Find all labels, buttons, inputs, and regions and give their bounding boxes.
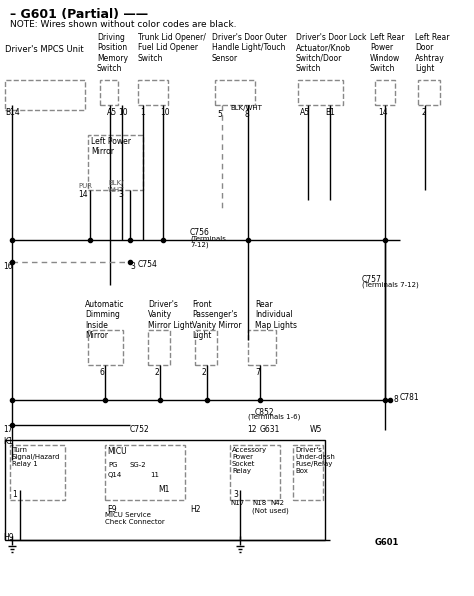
- Text: Driver's
Under-dash
Fuse/Relay
Box: Driver's Under-dash Fuse/Relay Box: [295, 447, 335, 474]
- Text: BLK/
WHT: BLK/ WHT: [108, 180, 124, 193]
- Text: W5: W5: [310, 425, 322, 434]
- Bar: [230, 445, 280, 500]
- Bar: [105, 445, 185, 500]
- Text: Check Connector: Check Connector: [105, 519, 165, 525]
- Text: K1: K1: [3, 437, 13, 446]
- Text: 1: 1: [140, 108, 145, 117]
- Bar: [248, 330, 276, 365]
- Bar: [100, 80, 118, 105]
- Text: Driver's Door Lock
Actuator/Knob
Switch/Door
Switch: Driver's Door Lock Actuator/Knob Switch/…: [296, 33, 366, 73]
- Text: G601: G601: [375, 538, 400, 547]
- Text: G631: G631: [260, 425, 281, 434]
- Text: A5: A5: [107, 108, 117, 117]
- Bar: [10, 445, 65, 500]
- Text: Driver's
Vanity
Mirror Light: Driver's Vanity Mirror Light: [148, 300, 193, 330]
- Text: 16: 16: [3, 262, 13, 271]
- Bar: [88, 135, 143, 190]
- Text: C757: C757: [362, 275, 382, 284]
- Text: 14: 14: [378, 108, 388, 117]
- Text: 3: 3: [118, 190, 123, 199]
- Text: Driver's Door Outer
Handle Light/Touch
Sensor: Driver's Door Outer Handle Light/Touch S…: [212, 33, 287, 63]
- Text: 2: 2: [155, 368, 160, 377]
- Bar: [293, 445, 323, 500]
- Text: 5: 5: [217, 110, 222, 119]
- Text: Front
Passenger's
Vanity Mirror
Light: Front Passenger's Vanity Mirror Light: [192, 300, 241, 340]
- Text: (Terminals 1-6): (Terminals 1-6): [248, 414, 301, 421]
- Text: Left Rear
Power
Window
Switch: Left Rear Power Window Switch: [370, 33, 404, 73]
- Bar: [298, 80, 343, 105]
- Text: Left Power
Mirror: Left Power Mirror: [91, 137, 131, 156]
- Text: 12: 12: [247, 425, 256, 434]
- Text: B14: B14: [5, 108, 20, 117]
- Text: N18: N18: [252, 500, 266, 506]
- Text: SG-2: SG-2: [130, 462, 146, 468]
- Text: C852: C852: [255, 408, 274, 417]
- Text: Driving
Position
Memory
Switch: Driving Position Memory Switch: [97, 33, 128, 73]
- Text: 10: 10: [160, 108, 170, 117]
- Bar: [418, 80, 440, 105]
- Text: N17: N17: [230, 500, 244, 506]
- Text: NOTE: Wires shown without color codes are black.: NOTE: Wires shown without color codes ar…: [10, 20, 237, 29]
- Text: Q14: Q14: [108, 472, 122, 478]
- Text: 6: 6: [100, 368, 105, 377]
- Text: Automatic
Dimming
Inside
Mirror: Automatic Dimming Inside Mirror: [85, 300, 125, 340]
- Text: BLK/WHT: BLK/WHT: [230, 105, 262, 111]
- Text: MICU: MICU: [107, 447, 127, 456]
- Text: – G601 (Partial) ——: – G601 (Partial) ——: [10, 8, 148, 21]
- Text: Driver's MPCS Unit: Driver's MPCS Unit: [5, 45, 83, 54]
- Bar: [195, 330, 217, 365]
- Text: MICU Service: MICU Service: [105, 512, 151, 518]
- Text: Accessory
Power
Socket
Relay: Accessory Power Socket Relay: [232, 447, 267, 474]
- Text: 2: 2: [202, 368, 207, 377]
- Bar: [5, 440, 325, 540]
- Text: C752: C752: [130, 425, 150, 434]
- Text: C781: C781: [400, 393, 419, 402]
- Text: 14: 14: [78, 190, 88, 199]
- Bar: [138, 80, 168, 105]
- Bar: [215, 80, 255, 105]
- Text: Trunk Lid Opener/
Fuel Lid Opener
Switch: Trunk Lid Opener/ Fuel Lid Opener Switch: [138, 33, 206, 63]
- Text: C756: C756: [190, 228, 210, 237]
- Text: (Not used): (Not used): [252, 508, 289, 514]
- Text: 1: 1: [12, 490, 17, 499]
- Bar: [375, 80, 395, 105]
- Text: 2: 2: [422, 108, 427, 117]
- Text: (Terminals: (Terminals: [190, 235, 226, 241]
- Text: 17: 17: [3, 425, 13, 434]
- Text: 3: 3: [233, 490, 238, 499]
- Text: H2: H2: [190, 505, 201, 514]
- Text: Turn
Signal/Hazard
Relay 1: Turn Signal/Hazard Relay 1: [12, 447, 60, 467]
- Text: (Terminals 7-12): (Terminals 7-12): [362, 282, 419, 288]
- Bar: [148, 330, 170, 365]
- Text: B1: B1: [325, 108, 335, 117]
- Bar: [88, 330, 123, 365]
- Text: C754: C754: [138, 260, 158, 269]
- Text: PUR: PUR: [78, 183, 92, 189]
- Text: 8: 8: [394, 395, 399, 404]
- Text: 10: 10: [118, 108, 128, 117]
- Text: Rear
Individual
Map Lights: Rear Individual Map Lights: [255, 300, 297, 330]
- Text: 11: 11: [150, 472, 159, 478]
- Text: 7-12): 7-12): [190, 242, 209, 249]
- Bar: [5, 80, 85, 110]
- Text: PG: PG: [108, 462, 118, 468]
- Text: M1: M1: [158, 485, 169, 494]
- Text: 7: 7: [255, 368, 260, 377]
- Text: H9: H9: [3, 533, 14, 542]
- Text: N42: N42: [270, 500, 284, 506]
- Text: A5: A5: [300, 108, 310, 117]
- Text: E9: E9: [107, 505, 117, 514]
- Text: Left Rear
Door
Ashtray
Light: Left Rear Door Ashtray Light: [415, 33, 449, 73]
- Text: 3: 3: [130, 262, 135, 271]
- Text: 8: 8: [245, 110, 250, 119]
